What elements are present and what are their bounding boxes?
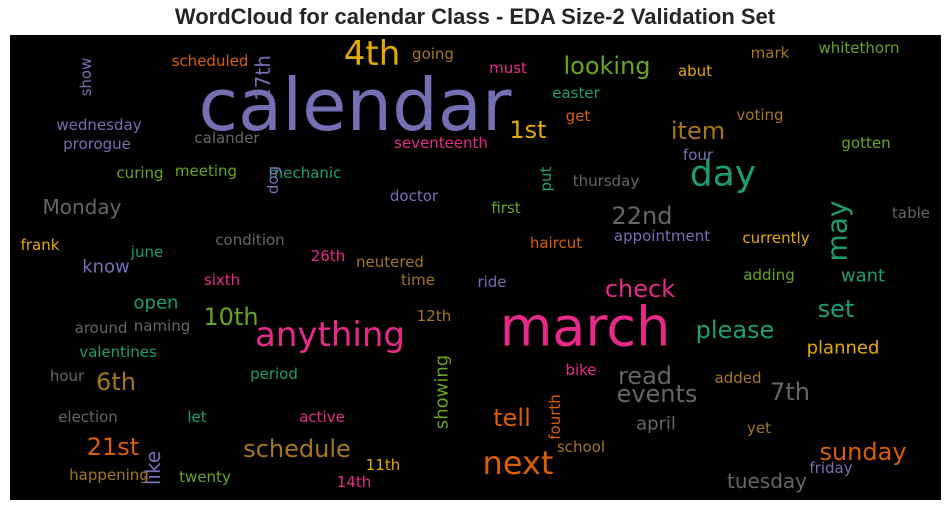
word-thursday: thursday — [573, 172, 640, 190]
word-voting: voting — [736, 106, 783, 124]
word-mechanic: mechanic — [269, 164, 342, 182]
word-tuesday: tuesday — [727, 469, 807, 493]
word-going: going — [412, 45, 454, 63]
word-wednesday: wednesday — [56, 116, 141, 134]
word-gotten: gotten — [841, 134, 890, 152]
word-like: like — [141, 451, 165, 485]
word-adding: adding — [743, 266, 794, 284]
word-17th: 17th — [251, 55, 275, 101]
word-check: check — [605, 275, 675, 303]
word-4th: 4th — [344, 35, 401, 74]
word-may: may — [821, 200, 854, 261]
word-next: next — [483, 444, 554, 482]
word-frank: frank — [21, 236, 60, 254]
word-ride: ride — [477, 273, 506, 291]
word-naming: naming — [134, 317, 191, 335]
word-abut: abut — [678, 62, 712, 80]
word-item: item — [671, 117, 725, 145]
word-21st: 21st — [87, 433, 139, 461]
word-currently: currently — [742, 229, 809, 247]
word-yet: yet — [747, 419, 771, 437]
word-events: events — [617, 380, 698, 408]
word-11th: 11th — [366, 456, 400, 474]
word-added: added — [715, 369, 762, 387]
word-election: election — [58, 408, 118, 426]
word-read: read — [618, 362, 672, 390]
word-showing: showing — [432, 355, 453, 429]
word-around: around — [75, 319, 128, 337]
word-bike: bike — [565, 361, 596, 379]
chart-title: WordCloud for calendar Class - EDA Size-… — [174, 4, 776, 29]
word-appointment: appointment — [614, 227, 710, 245]
word-twenty: twenty — [179, 468, 231, 486]
word-time: time — [401, 271, 435, 289]
word-prorogue: prorogue — [63, 135, 131, 153]
word-7th: 7th — [770, 378, 810, 406]
word-meeting: meeting — [175, 162, 237, 180]
word-happening: happening — [69, 466, 149, 484]
word-calendar: calendar — [198, 63, 511, 147]
word-mark: mark — [751, 44, 790, 62]
word-planned: planned — [807, 338, 880, 359]
word-1st: 1st — [509, 116, 546, 144]
word-fourth: fourth — [546, 394, 564, 440]
word-four: four — [683, 146, 714, 164]
word-10th: 10th — [203, 303, 258, 331]
word-friday: friday — [809, 459, 852, 477]
word-14th: 14th — [337, 473, 371, 491]
word-active: active — [299, 408, 345, 426]
word-let: let — [187, 408, 206, 426]
word-know: know — [82, 257, 130, 278]
word-sunday: sunday — [819, 438, 906, 466]
word-open: open — [134, 293, 179, 314]
word-table: table — [892, 204, 930, 222]
word-26th: 26th — [311, 247, 345, 265]
word-6th: 6th — [96, 368, 136, 396]
word-easter: easter — [552, 84, 600, 102]
word-tell: tell — [493, 404, 531, 432]
word-sixth: sixth — [204, 271, 240, 289]
word-schedule: schedule — [243, 435, 351, 463]
word-march: march — [500, 296, 671, 359]
word-show: show — [77, 58, 95, 97]
wordcloud-panel: calendar march anything 4th day next looking it… — [10, 35, 941, 500]
word-whitethorn: whitethorn — [818, 39, 899, 57]
word-haircut: haircut — [530, 234, 582, 252]
word-12th: 12th — [417, 307, 451, 325]
word-anything: anything — [255, 315, 405, 355]
word-april: april — [636, 414, 676, 435]
word-must: must — [489, 59, 527, 77]
word-school: school — [557, 438, 605, 456]
word-curing: curing — [116, 164, 163, 182]
word-seventeenth: seventeenth — [394, 134, 488, 152]
word-condition: condition — [215, 231, 284, 249]
word-period: period — [250, 365, 298, 383]
word-want: want — [841, 266, 885, 287]
word-neutered: neutered — [356, 253, 424, 271]
word-hour: hour — [50, 367, 85, 385]
word-please: please — [696, 316, 775, 344]
word-calander: calander — [194, 129, 260, 147]
word-first: first — [491, 199, 520, 217]
word-dog: dog — [264, 166, 282, 194]
word-put: put — [537, 166, 555, 191]
word-scheduled: scheduled — [172, 52, 249, 70]
word-doctor: doctor — [390, 187, 439, 205]
word-22nd: 22nd — [612, 202, 673, 230]
word-monday: Monday — [43, 195, 122, 219]
word-get: get — [566, 107, 591, 125]
word-june: june — [130, 243, 163, 261]
word-looking: looking — [563, 52, 650, 80]
word-set: set — [818, 295, 855, 323]
wordcloud-canvas: calendar march anything 4th day next looking it… — [21, 35, 930, 493]
word-day: day — [690, 154, 756, 195]
word-valentines: valentines — [79, 343, 157, 361]
